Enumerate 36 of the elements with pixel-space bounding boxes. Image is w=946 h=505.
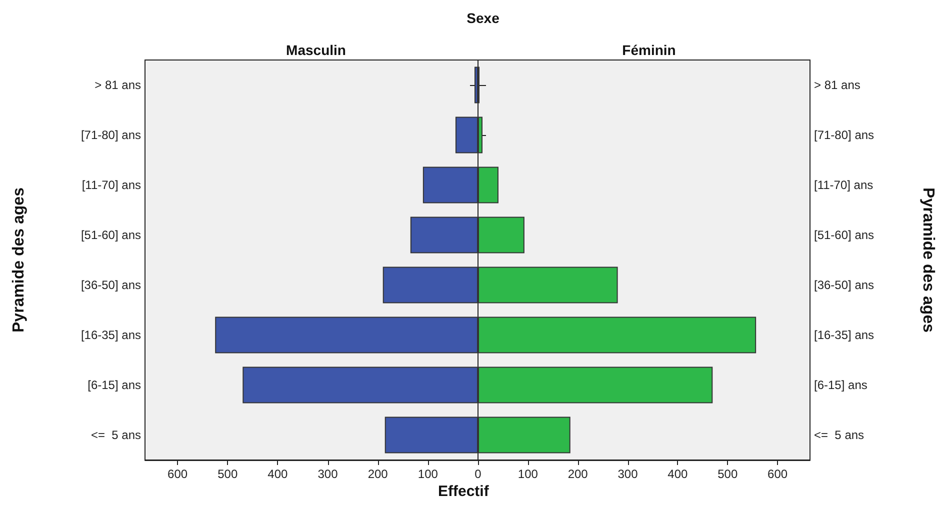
- x-tick-label: 100: [518, 467, 538, 481]
- x-tick-label: 300: [318, 467, 338, 481]
- y-tick-label: [11-70] ans: [82, 178, 141, 192]
- x-tick-label: 500: [218, 467, 238, 481]
- x-axis-title: Effectif: [438, 483, 490, 500]
- y-tick-label: [51-60] ans: [80, 228, 141, 242]
- x-tick-label: 400: [668, 467, 688, 481]
- chart-subtitle: Masculin: [286, 42, 346, 58]
- x-tick-label: 600: [768, 467, 788, 481]
- chart-title: Sexe: [466, 10, 500, 26]
- x-tick-label: 200: [368, 467, 388, 481]
- y-axis-title: Pyramide des ages: [10, 187, 28, 332]
- y-tick-label: [71-80] ans: [814, 128, 874, 142]
- y-tick-label: [6-15] ans: [88, 378, 141, 392]
- x-tick-label: 500: [718, 467, 738, 481]
- y-tick-label: [36-50] ans: [80, 278, 141, 292]
- chart-subtitle: Féminin: [622, 42, 676, 58]
- y-tick-label: [71-80] ans: [80, 128, 141, 142]
- y-tick-label: [6-15] ans: [814, 378, 868, 392]
- x-tick-label: 200: [568, 467, 588, 481]
- y-tick-label: [16-35] ans: [80, 328, 141, 342]
- y-tick-label: [36-50] ans: [814, 278, 874, 292]
- bar: [474, 66, 478, 104]
- x-tick-label: 600: [168, 467, 188, 481]
- x-tick-label: 0: [474, 467, 482, 481]
- y-tick-label: [51-60] ans: [814, 228, 874, 242]
- y-tick-label: <= 5 ans: [814, 428, 864, 442]
- x-tick-label: 100: [418, 467, 438, 481]
- y-tick-label: > 81 ans: [94, 78, 141, 92]
- y-tick-label: > 81 ans: [814, 78, 860, 92]
- x-tick-label: 400: [268, 467, 288, 481]
- y-tick-label: [16-35] ans: [814, 328, 874, 342]
- y-tick-label: [11-70] ans: [814, 178, 874, 192]
- y-tick-label: <= 5 ans: [90, 428, 141, 442]
- y2-axis-title: Pyramide des ages: [920, 188, 936, 333]
- x-tick-label: 300: [618, 467, 638, 481]
